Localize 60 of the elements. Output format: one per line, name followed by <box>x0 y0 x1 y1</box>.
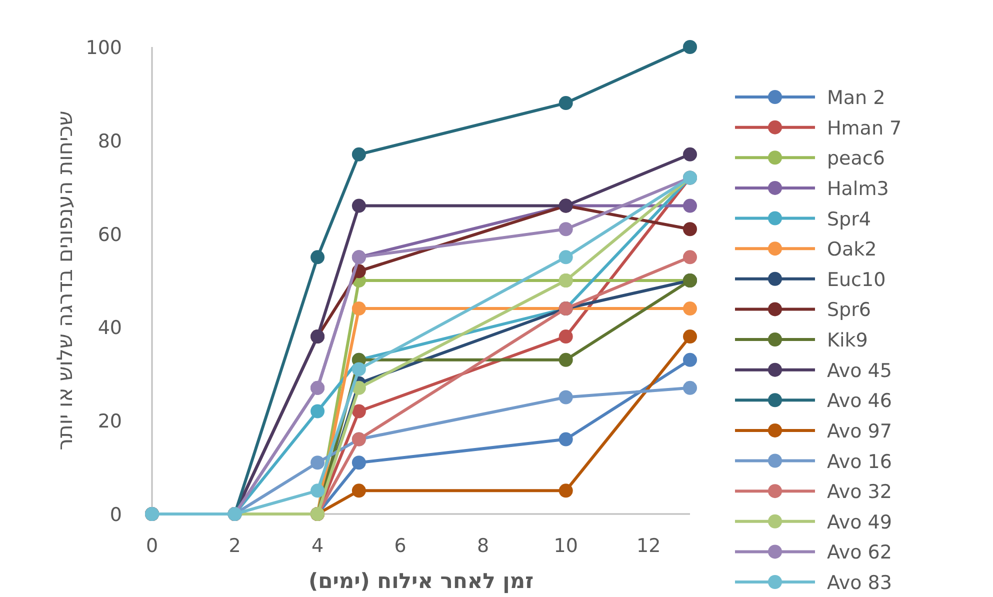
point <box>310 404 325 418</box>
point <box>352 456 366 470</box>
point <box>683 352 697 367</box>
point <box>558 352 573 367</box>
point <box>683 380 697 395</box>
point <box>683 250 697 264</box>
legend-label: Avo 83 <box>827 572 892 594</box>
point <box>352 198 366 213</box>
legend-label: Spr6 <box>827 299 872 322</box>
legend-label: Avo 97 <box>827 420 892 442</box>
point <box>352 302 366 316</box>
legend-label: Avo 32 <box>827 481 892 504</box>
point <box>558 96 573 110</box>
legend-label: Avo 46 <box>827 390 892 412</box>
y-tick-label: 40 <box>98 317 122 340</box>
x-tick-label: 10 <box>554 535 578 557</box>
point <box>352 404 366 418</box>
legend-label: Avo 16 <box>827 450 892 473</box>
x-tick-label: 8 <box>477 535 490 557</box>
legend-label: Euc10 <box>827 268 886 291</box>
point <box>683 330 697 344</box>
point <box>558 484 573 498</box>
x-tick-label: 0 <box>146 535 158 557</box>
point <box>683 222 697 236</box>
point <box>352 362 366 376</box>
x-tick-label: 6 <box>394 535 406 557</box>
point <box>558 390 573 404</box>
point <box>558 250 573 264</box>
legend-label: Avo 45 <box>827 360 892 382</box>
point <box>352 147 366 162</box>
x-tick-label: 2 <box>228 535 241 557</box>
point <box>310 456 325 470</box>
point <box>683 302 697 316</box>
legend-label: Man 2 <box>827 87 886 109</box>
legend-label: Halm3 <box>827 178 889 200</box>
y-tick-label: 20 <box>98 410 122 433</box>
x-tick-label: 4 <box>311 535 324 557</box>
legend-label: Kik9 <box>827 330 868 352</box>
point <box>683 40 697 54</box>
point <box>310 484 325 498</box>
y-tick-label: 0 <box>110 504 122 526</box>
x-tick-label: 12 <box>636 535 661 557</box>
point <box>683 147 697 162</box>
point <box>683 198 697 213</box>
y-axis-title: שכיחות הענפונים בדרגה שלוש או יותר <box>53 110 77 450</box>
legend-label: Avo 62 <box>827 542 892 564</box>
point <box>352 484 366 498</box>
legend-label: Spr4 <box>827 208 872 230</box>
y-tick-label: 60 <box>98 224 122 246</box>
point <box>558 222 573 236</box>
y-tick-label: 80 <box>98 130 122 152</box>
legend-label: Hman 7 <box>827 117 902 140</box>
y-tick-label: 100 <box>86 37 122 59</box>
legend-label: Oak2 <box>827 238 877 261</box>
legend-label: peac6 <box>827 148 885 170</box>
x-axis-title: זמן לאחר אילוח (ימים) <box>308 569 534 594</box>
point <box>310 250 325 264</box>
point <box>558 330 573 344</box>
legend-label: Avo 49 <box>827 511 892 534</box>
point <box>558 432 573 446</box>
